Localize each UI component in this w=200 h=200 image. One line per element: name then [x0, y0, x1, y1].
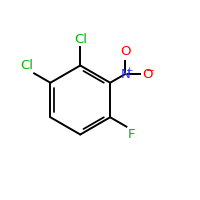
- Text: O: O: [120, 45, 130, 58]
- Text: Cl: Cl: [74, 33, 87, 46]
- Text: N: N: [120, 68, 130, 81]
- Text: O: O: [143, 68, 153, 81]
- Text: −: −: [146, 66, 155, 76]
- Text: Cl: Cl: [20, 59, 33, 72]
- Text: F: F: [127, 128, 135, 141]
- Text: +: +: [125, 66, 132, 75]
